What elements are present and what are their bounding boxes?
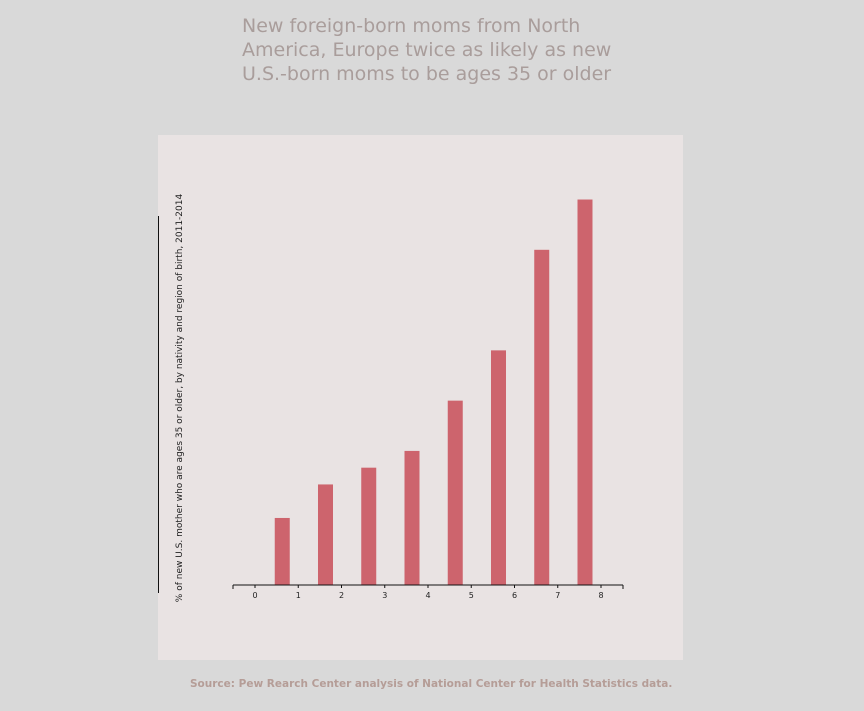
chart-title: New foreign-born moms from North America… [242, 15, 612, 85]
bar-5 [447, 400, 463, 585]
bar-4 [404, 450, 420, 585]
x-tick-label-0: 0 [252, 591, 257, 600]
x-tick-label-3: 3 [382, 591, 387, 600]
left-axis-rule [158, 216, 159, 593]
x-tick-label-1: 1 [296, 591, 301, 600]
x-tick-label-2: 2 [339, 591, 344, 600]
x-tick-label-5: 5 [469, 591, 474, 600]
x-tick-label-4: 4 [425, 591, 430, 600]
plot-panel [158, 135, 683, 660]
bar-3 [361, 467, 377, 585]
bar-6 [490, 350, 506, 585]
bar-7 [534, 249, 550, 586]
source-note: Source: Pew Rearch Center analysis of Na… [190, 678, 673, 690]
x-axis: 0 1 2 3 4 5 6 7 8 [232, 584, 624, 600]
bars-group [274, 199, 593, 586]
bar-8 [577, 199, 593, 585]
bar-2 [317, 484, 333, 585]
x-tick-label-8: 8 [598, 591, 603, 600]
x-tick-label-6: 6 [512, 591, 517, 600]
bar-1 [274, 517, 290, 585]
x-tick-label-7: 7 [555, 591, 560, 600]
